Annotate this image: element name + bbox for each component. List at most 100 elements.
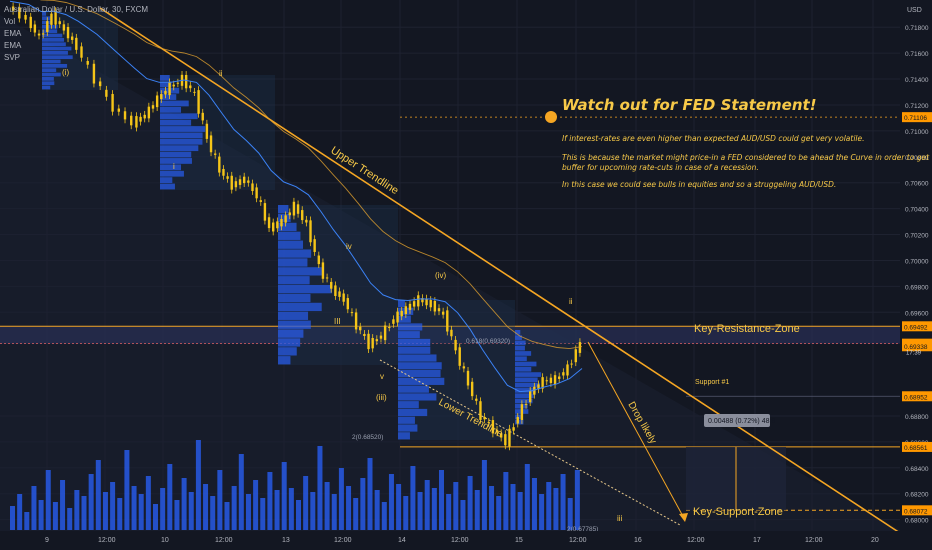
profile-bar-3-5 — [398, 338, 431, 347]
candle-body — [205, 123, 209, 139]
time-tick-1: 12:00 — [98, 537, 116, 544]
candle-body — [462, 366, 466, 369]
profile-bar-4-11 — [515, 388, 536, 393]
candle-body — [338, 291, 341, 297]
time-tick-2: 10 — [161, 537, 169, 544]
volume-bar-67 — [489, 486, 495, 530]
candle-body — [24, 14, 27, 20]
indicator-ema-2[interactable]: EMA — [4, 41, 22, 50]
candle-body — [363, 333, 366, 336]
profile-bar-4-3 — [515, 345, 525, 351]
profile-bar-3-9 — [398, 370, 441, 378]
candle-body — [545, 380, 548, 382]
indicator-vol[interactable]: Vol — [4, 17, 16, 26]
profile-bar-0-11 — [42, 59, 61, 64]
candle-body — [218, 156, 221, 173]
candle-body — [346, 298, 350, 310]
price-candles — [11, 2, 582, 451]
volume-bar-33 — [245, 494, 251, 530]
profile-bar-1-17 — [160, 183, 175, 190]
candle-body — [475, 398, 478, 401]
volume-bar-19 — [145, 476, 151, 530]
candle-body — [123, 111, 127, 120]
price-tick-9: 0.70000 — [905, 258, 929, 265]
volume-bar-9 — [74, 490, 80, 530]
candle-body — [284, 215, 287, 223]
annotation-marker-icon[interactable] — [545, 111, 557, 123]
volume-bar-23 — [174, 500, 180, 530]
annotation-line-2: This is because the market might price-i… — [562, 153, 930, 162]
ema-lines — [9, 0, 583, 393]
candle-body — [139, 116, 142, 122]
volume-bar-42 — [310, 492, 316, 530]
price-tick-3: 0.71200 — [905, 103, 929, 110]
time-tick-12: 17 — [753, 537, 761, 544]
price-tick-16: 0.68000 — [905, 518, 929, 525]
profile-bar-0-17 — [42, 85, 51, 90]
annotation-line-3: buffer for upcoming rate-cuts in case of… — [562, 163, 759, 172]
candle-body — [33, 24, 37, 33]
price-tick-15: 0.68200 — [905, 492, 929, 499]
volume-bar-38 — [281, 462, 287, 530]
profile-bar-2-4 — [278, 240, 304, 249]
profile-bar-3-3 — [398, 323, 423, 331]
candle-body — [383, 325, 387, 341]
indicator-ema-1[interactable]: EMA — [4, 29, 22, 38]
candle-body — [321, 262, 325, 279]
profile-bar-0-15 — [42, 77, 54, 81]
candle-body — [528, 390, 532, 403]
candle-body — [520, 404, 524, 420]
price-tag-marker — [902, 112, 932, 123]
profile-bar-1-16 — [160, 177, 173, 184]
profile-bar-3-2 — [398, 315, 411, 323]
time-tick-5: 12:00 — [334, 537, 352, 544]
profile-bar-4-17 — [515, 419, 524, 425]
price-tick-10: 0.69800 — [905, 284, 929, 291]
wave-label-3: iv — [346, 242, 352, 251]
price-tag-label-resistance: 0.69492 — [904, 324, 928, 331]
candle-body — [11, 6, 15, 11]
candle-body — [412, 301, 416, 307]
time-axis-bg — [0, 531, 932, 550]
candle-body — [450, 329, 453, 337]
wave-label-8: ii — [569, 297, 573, 306]
volume-bar-2 — [24, 512, 30, 530]
profile-bar-3-4 — [398, 331, 420, 339]
indicator-svp[interactable]: SVP — [4, 53, 21, 62]
candle-body — [193, 91, 196, 93]
candle-body — [46, 21, 49, 32]
price-axis-unit: USD — [907, 7, 922, 14]
volume-bar-28 — [210, 496, 216, 530]
profile-bar-1-4 — [160, 100, 189, 107]
profile-bar-2-6 — [278, 258, 308, 267]
candle-body — [70, 36, 74, 40]
volume-bar-4 — [38, 500, 44, 530]
candle-body — [213, 153, 217, 155]
candle-body — [483, 416, 486, 420]
volume-bar-59 — [431, 488, 437, 530]
volume-bar-40 — [296, 500, 302, 530]
volume-bar-27 — [203, 484, 209, 530]
candle-body — [92, 63, 96, 84]
volume-bar-74 — [539, 494, 545, 530]
volume-bar-25 — [188, 492, 194, 530]
candle-body — [29, 16, 32, 29]
profile-bar-2-12 — [278, 311, 309, 320]
profile-bar-2-1 — [278, 213, 291, 223]
candle-body — [566, 364, 569, 376]
candle-body — [408, 303, 412, 310]
profile-bar-0-6 — [42, 38, 65, 42]
volume-bar-50 — [367, 458, 373, 530]
price-axis-bg — [901, 0, 932, 550]
price-tag-support — [902, 505, 932, 516]
candle-body — [18, 7, 21, 19]
annotation-line-4: In this case we could see bulls in equit… — [562, 180, 837, 189]
profile-bar-2-10 — [278, 293, 311, 303]
candle-body — [296, 204, 300, 214]
wave-label-4: III — [334, 317, 341, 326]
volume-bar-78 — [567, 498, 573, 530]
upper-trendline — [99, 7, 901, 534]
volume-bar-35 — [260, 498, 266, 530]
symbol-title[interactable]: Australian Dollar / U.S. Dollar, 30, FXC… — [4, 5, 149, 14]
